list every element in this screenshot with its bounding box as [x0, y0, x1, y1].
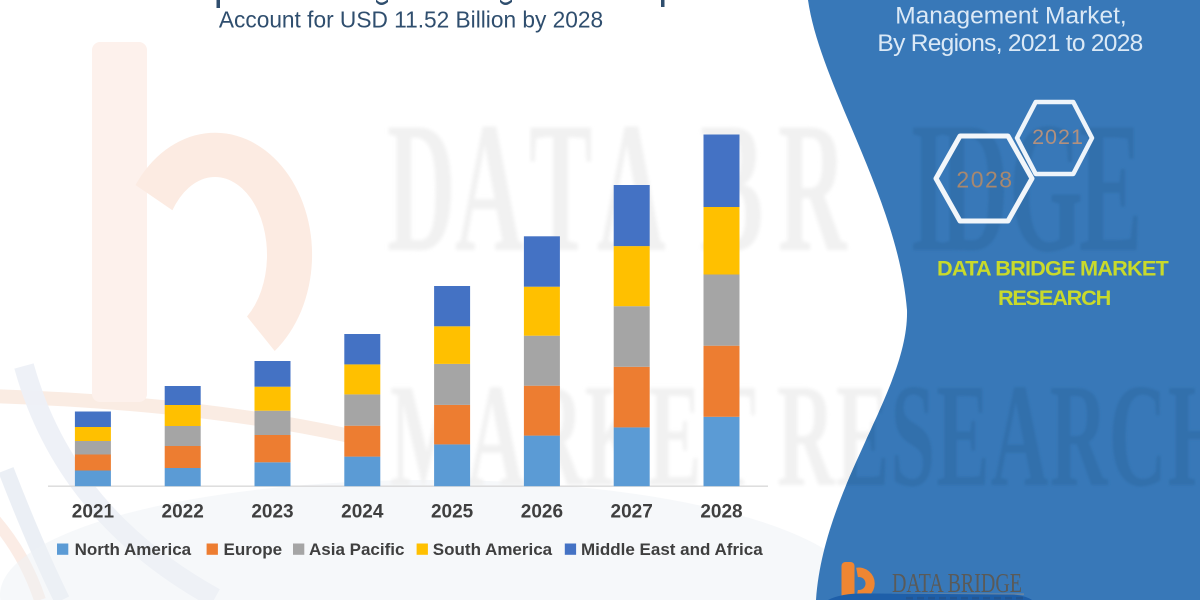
- svg-text:RESEARCH: RESEARCH: [998, 285, 1111, 310]
- svg-text:2022: 2022: [162, 502, 204, 523]
- svg-text:DATA BRIDGE MARKET: DATA BRIDGE MARKET: [937, 256, 1170, 281]
- svg-text:2028: 2028: [956, 167, 1013, 193]
- svg-text:2021: 2021: [1032, 125, 1084, 149]
- svg-text:By Regions, 2021 to 2028: By Regions, 2021 to 2028: [877, 30, 1142, 57]
- svg-text:Europe: Europe: [224, 540, 283, 559]
- svg-text:2026: 2026: [521, 502, 563, 523]
- svg-text:Middle East and Africa: Middle East and Africa: [581, 540, 763, 559]
- svg-text:Asia Pacific: Asia Pacific: [309, 540, 404, 559]
- svg-text:2025: 2025: [431, 502, 474, 523]
- svg-text:North America: North America: [75, 540, 192, 559]
- svg-text:Account for USD 11.52 Billion: Account for USD 11.52 Billion by 2028: [219, 7, 603, 33]
- svg-text:South America: South America: [433, 540, 553, 559]
- svg-text:2024: 2024: [341, 502, 384, 523]
- svg-text:2021: 2021: [72, 502, 115, 523]
- svg-text:2027: 2027: [611, 502, 653, 523]
- svg-text:Management Market,: Management Market,: [895, 3, 1127, 30]
- svg-text:2023: 2023: [251, 502, 293, 523]
- svg-text:2028: 2028: [700, 502, 742, 523]
